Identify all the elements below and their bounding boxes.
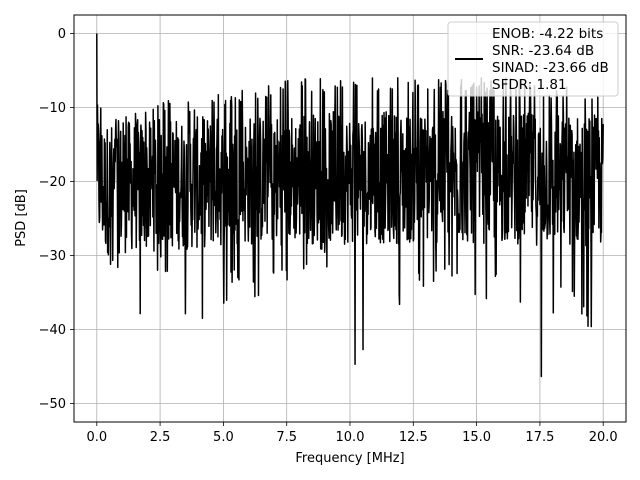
x-tick-label: 17.5 <box>525 430 554 445</box>
y-tick-label: −50 <box>39 397 66 412</box>
x-tick-label: 15.0 <box>462 430 491 445</box>
y-tick-label: −30 <box>39 249 66 264</box>
plot-area <box>96 33 604 378</box>
y-tick-label: −40 <box>39 323 66 338</box>
y-tick-label: −10 <box>39 101 66 116</box>
x-axis-label: Frequency [MHz] <box>295 451 404 466</box>
y-tick-label: 0 <box>58 27 66 42</box>
x-tick-label: 7.5 <box>276 430 297 445</box>
x-tick-label: 12.5 <box>399 430 428 445</box>
x-tick-label: 5.0 <box>213 430 234 445</box>
legend-entry-enob: ENOB: -4.22 bits <box>492 26 603 42</box>
legend-entry-sfdr: SFDR: 1.81 <box>492 77 567 93</box>
y-axis-label: PSD [dB] <box>14 189 29 247</box>
legend: ENOB: -4.22 bits SNR: -23.64 dB SINAD: -… <box>447 21 619 97</box>
y-tick-label: −20 <box>39 175 66 190</box>
psd-series-line <box>96 33 604 378</box>
y-axis-ticks: 0 −10 −20 −30 −40 −50 <box>39 27 74 412</box>
legend-entry-snr: SNR: -23.64 dB <box>492 43 594 59</box>
x-tick-label: 0.0 <box>86 430 107 445</box>
x-axis-ticks: 0.0 2.5 5.0 7.5 10.0 12.5 15.0 17.5 20.0 <box>86 422 618 445</box>
x-tick-label: 10.0 <box>336 430 365 445</box>
legend-entry-sinad: SINAD: -23.66 dB <box>492 60 609 76</box>
legend-box <box>447 21 619 97</box>
x-tick-label: 20.0 <box>589 430 618 445</box>
x-tick-label: 2.5 <box>150 430 171 445</box>
